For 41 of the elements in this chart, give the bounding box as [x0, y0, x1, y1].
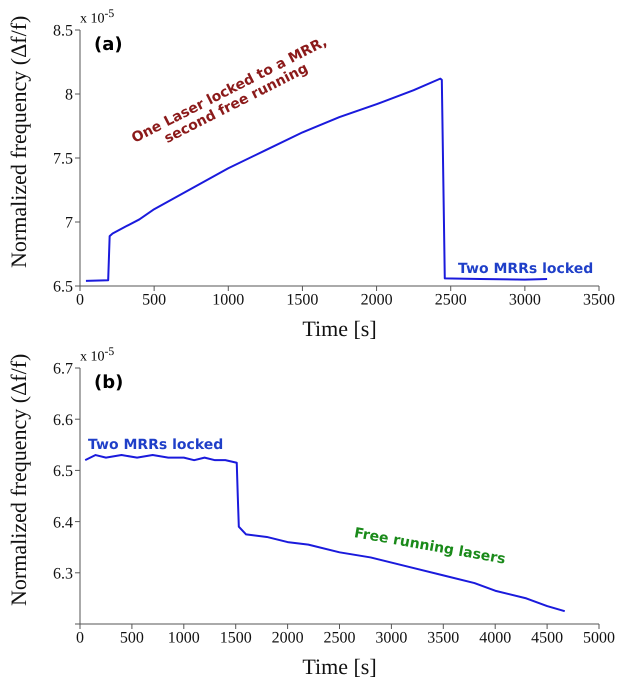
- y-axis-title: Normalized frequency (Δf/f): [6, 16, 31, 268]
- x-tick-label: 1000: [212, 291, 244, 308]
- x-tick-label: 2000: [272, 629, 304, 646]
- y-tick-label: 6.5: [53, 463, 73, 480]
- y-tick-label: 7: [65, 214, 73, 232]
- annotation: Two MRRs locked: [88, 437, 224, 453]
- x-tick-label: 5000: [583, 629, 615, 646]
- x-tick-label: 1500: [220, 629, 252, 646]
- x-tick-label: 3500: [583, 291, 615, 308]
- y-tick-label: 8.5: [53, 22, 73, 40]
- annotation: Two MRRs locked: [458, 261, 594, 277]
- x-tick-label: 3000: [375, 629, 408, 646]
- x-tick-label: 500: [142, 291, 166, 308]
- y-tick-label: 6.3: [53, 565, 73, 582]
- x-tick-label: 500: [120, 629, 144, 646]
- y-tick-label: 8: [65, 86, 73, 104]
- x-tick-label: 4000: [479, 629, 512, 646]
- text: x 10$^{-5}$: [80, 7, 114, 28]
- x-axis-title: Time [s]: [302, 316, 377, 341]
- x-axis-title: Time [s]: [302, 654, 377, 679]
- chart-title: (a): [94, 34, 123, 55]
- x-tick-label: 1000: [168, 629, 200, 646]
- x-tick-label: 1500: [286, 291, 318, 308]
- y-axis-title: Normalized frequency (Δf/f): [6, 354, 31, 606]
- y-tick-label: 6.5: [53, 278, 73, 296]
- y-tick-label: 6.4: [53, 514, 73, 532]
- x-tick-label: 3500: [427, 629, 460, 646]
- x-tick-label: 0: [76, 629, 84, 646]
- text: x 10$^{-5}$: [80, 345, 114, 366]
- x-tick-label: 2500: [324, 629, 356, 646]
- x-tick-label: 4500: [531, 629, 564, 646]
- line-series: [84, 454, 566, 612]
- y-tick-label: 6.7: [53, 360, 73, 378]
- annotation: Free running lasers: [352, 525, 507, 568]
- x-tick-label: 2500: [434, 291, 467, 308]
- x-tick-label: 0: [76, 291, 84, 308]
- x-tick-label: 2000: [360, 291, 393, 308]
- y-tick-label: 7.5: [53, 150, 73, 168]
- chart-title: (b): [94, 372, 124, 393]
- y-tick-label: 6.6: [53, 412, 73, 429]
- x-tick-label: 3000: [508, 291, 541, 308]
